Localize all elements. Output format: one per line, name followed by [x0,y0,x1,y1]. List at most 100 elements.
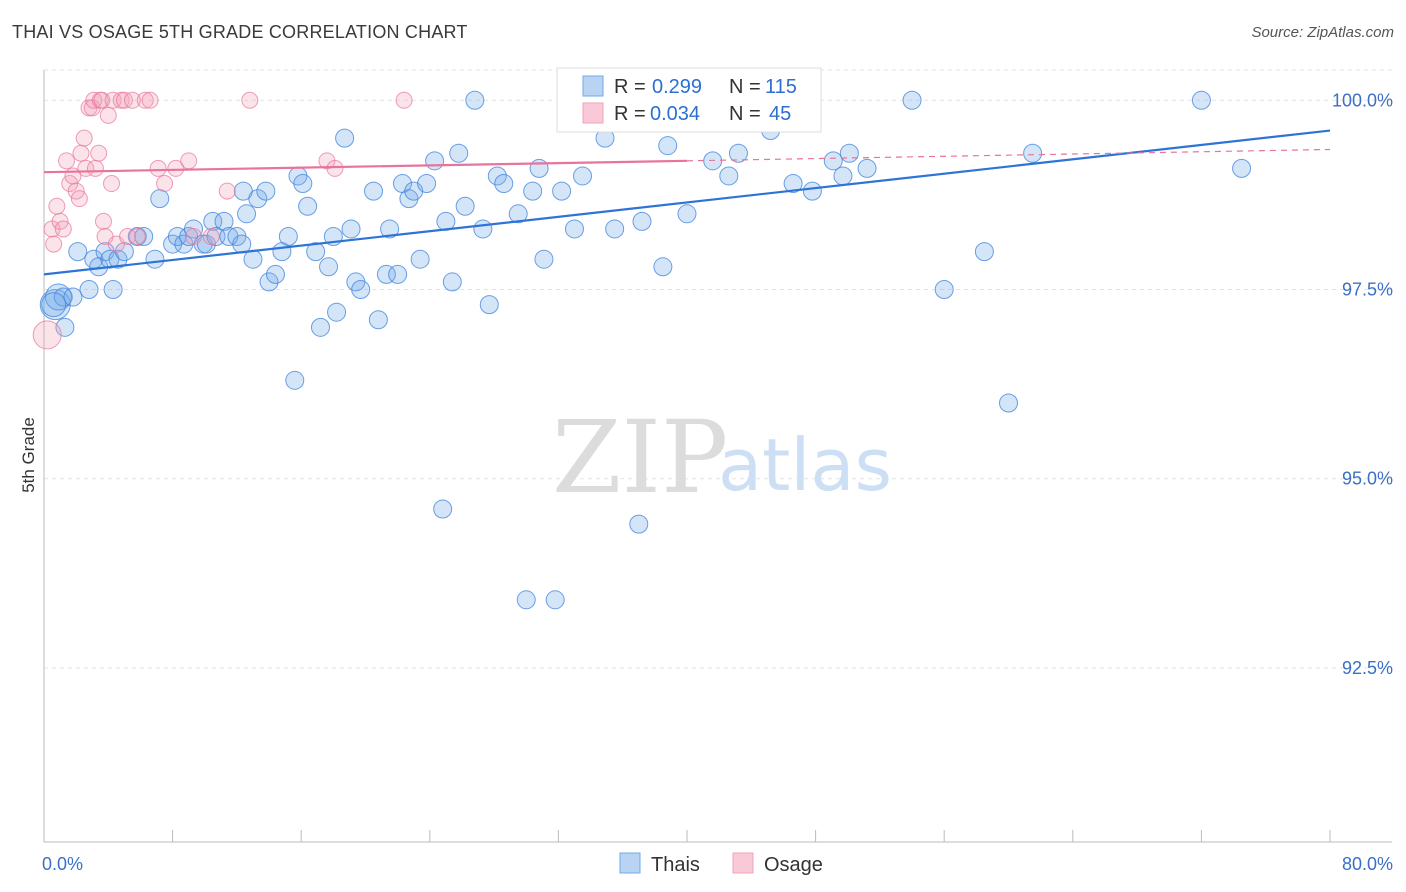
thai-point [203,211,223,231]
thai-point [1232,158,1252,178]
thai-point [327,302,347,322]
tick-labels: 100.0% 97.5% 95.0% 92.5% 0.0% 80.0% [42,90,1393,874]
thai-point [534,249,554,269]
osage-point [326,159,344,177]
trend-lines [43,129,1331,276]
thai-point [298,196,318,216]
thai-point [310,317,330,337]
chart-title: THAI VS OSAGE 5TH GRADE CORRELATION CHAR… [12,22,468,42]
thai-point [653,257,673,277]
x-tick-label: 80.0% [1342,854,1393,874]
thais-n-value: 115 [765,76,797,98]
thai-point [145,249,165,269]
legend-osage-label: Osage [764,854,823,876]
thai-point [150,189,170,209]
thai-point [449,143,469,163]
osage-swatch [582,102,604,124]
osage-r-label: R = [614,103,646,125]
y-axis-title: 5th Grade [19,417,38,493]
osage-point [156,175,174,193]
thai-point [335,128,355,148]
osage-r-value: 0.034 [650,103,700,125]
thai-point [823,151,843,171]
osage-point [218,182,236,200]
y-tick-label: 95.0% [1342,469,1393,489]
osage-point [48,197,66,215]
thai-point [285,370,305,390]
thai-point [479,295,499,315]
thai-point [487,166,507,186]
thai-point [677,204,697,224]
thais-r-label: R = [614,76,646,98]
thai-point [999,393,1018,413]
thai-point [41,292,67,318]
watermark: ZIP atlas [552,399,892,516]
osage-point [184,228,202,246]
thai-point [351,279,371,299]
thai-point [380,219,400,239]
thais-n-label: N = [729,76,761,98]
osage-trend-line [43,159,688,174]
osage-point [94,212,112,230]
thai-point [728,143,748,163]
thai-point [516,590,536,610]
thai-point [134,227,154,247]
thai-point [564,219,584,239]
osage-point [32,320,62,350]
osage-point [103,175,121,193]
thai-point [529,158,549,178]
thai-point [232,234,252,254]
thai-point [465,90,485,110]
thai-point [364,181,384,201]
thai-point [68,242,88,262]
thai-point [442,272,462,292]
legend-osage-swatch [732,852,754,874]
thai-point [802,181,822,201]
thai-point [265,264,285,284]
thai-point [214,211,234,231]
osage-point [70,190,88,208]
thai-point [368,310,388,330]
thai-point [573,166,593,186]
thai-point [243,249,263,269]
thai-point [523,181,543,201]
source-label: Source: ZipAtlas.com [1251,24,1394,41]
thai-point [167,227,187,247]
thai-point [719,166,739,186]
thai-point [341,219,361,239]
thai-point [1023,143,1043,163]
watermark-atlas: atlas [718,423,892,507]
osage-point [136,91,154,109]
osage-point [54,220,72,238]
osage-point [58,152,76,170]
thai-trend-line [43,129,1331,276]
thai-point [410,249,430,269]
thai-point [455,196,475,216]
thai-point [1191,90,1211,110]
osage-point [119,228,137,246]
thais-r-value: 0.299 [652,76,702,98]
stats-legend: R = 0.299 N = 115 R = 0.034 N = 45 [556,67,822,133]
osage-n-label: N = [729,103,761,125]
osage-point [90,144,108,162]
osage-point [128,228,146,246]
thai-point [306,242,326,262]
thai-point [256,181,276,201]
osage-point [202,228,220,246]
thai-point [127,227,147,247]
thai-point [319,257,339,277]
thai-point [857,158,877,178]
osage-point [123,91,141,109]
thai-point [552,181,572,201]
osage-point [99,106,117,124]
osage-point [75,129,93,147]
thai-point [44,283,72,311]
osage-point [395,91,413,109]
y-tick-label: 100.0% [1332,90,1393,110]
legend-thais-swatch [619,852,641,874]
osage-point [86,159,104,177]
osage-point [180,152,198,170]
osage-point [141,91,159,109]
osage-n-value: 45 [769,103,791,125]
thai-point [293,174,313,194]
